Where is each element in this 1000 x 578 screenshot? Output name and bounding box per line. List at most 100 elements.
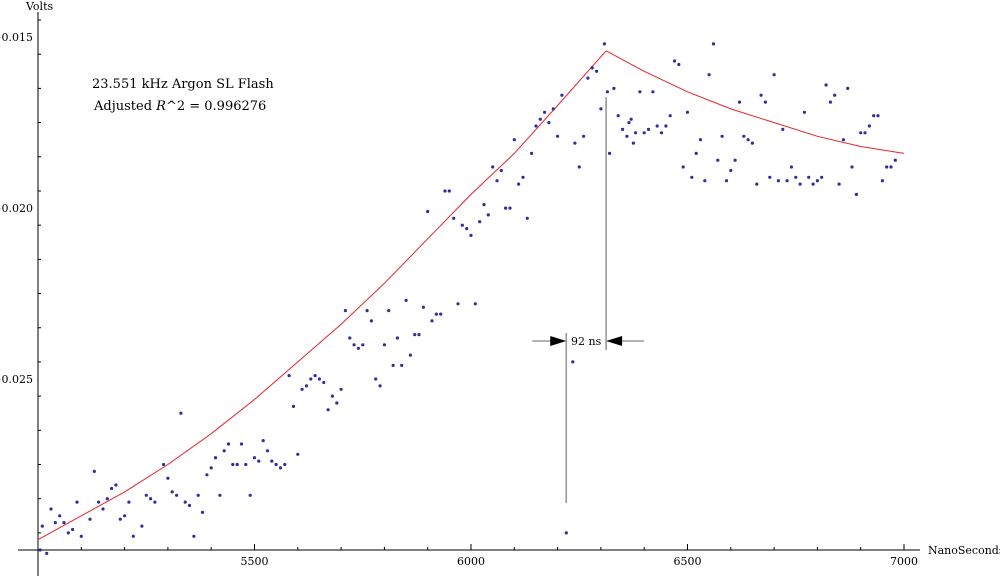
dimension-left-arrow — [550, 336, 567, 346]
data-point — [491, 165, 495, 169]
data-point — [274, 462, 278, 467]
data-point — [322, 380, 326, 385]
data-point — [685, 110, 690, 114]
data-point — [716, 158, 720, 162]
data-point — [859, 131, 863, 135]
data-point — [123, 514, 127, 518]
data-point — [226, 442, 231, 446]
data-point — [893, 158, 897, 162]
data-point — [118, 517, 122, 521]
data-point — [602, 42, 607, 46]
data-point — [166, 476, 170, 480]
data-point — [291, 404, 296, 408]
data-point — [131, 534, 135, 538]
data-point — [521, 175, 525, 179]
data-point — [421, 305, 425, 309]
data-point — [187, 503, 192, 508]
data-point — [729, 168, 733, 173]
data-point — [785, 179, 789, 183]
annotation-r2-value: ^2 = 0.996276 — [166, 99, 266, 114]
data-point — [110, 486, 114, 491]
data-point — [798, 182, 802, 186]
x-ticks: 5500 6000 6500 7000 — [37, 544, 918, 568]
data-point — [746, 138, 750, 142]
data-point — [841, 138, 846, 142]
data-point — [556, 134, 560, 138]
data-point — [239, 442, 244, 446]
data-point — [815, 179, 820, 183]
data-point — [400, 363, 404, 367]
data-point — [824, 83, 828, 87]
data-point — [175, 493, 179, 497]
y-tick-label: −0.015 — [0, 31, 33, 44]
data-point — [512, 138, 516, 142]
data-point — [807, 175, 811, 179]
fit-annotation: 23.551 kHz Argon SL Flash Adjusted R^2 =… — [92, 77, 274, 114]
data-point — [573, 141, 577, 145]
data-points — [38, 42, 897, 556]
data-point — [802, 110, 807, 114]
data-point — [889, 165, 893, 169]
data-point — [170, 490, 174, 494]
data-point — [538, 117, 542, 121]
data-point — [495, 179, 499, 183]
data-point — [707, 73, 711, 77]
data-point — [772, 73, 776, 77]
data-point — [608, 151, 612, 155]
data-point — [391, 363, 395, 367]
data-point — [248, 493, 252, 497]
data-point — [872, 114, 876, 118]
data-point — [304, 384, 309, 388]
data-point — [482, 203, 486, 207]
data-point — [71, 527, 75, 532]
data-point — [794, 175, 798, 179]
data-point — [638, 90, 642, 94]
data-point — [374, 377, 378, 381]
data-point — [876, 114, 880, 118]
data-point — [690, 175, 694, 179]
x-axis-title: NanoSeconds — [928, 544, 1000, 557]
data-point — [261, 439, 265, 443]
data-point — [434, 312, 438, 316]
data-point — [677, 62, 681, 67]
annotation-r-symbol: R — [155, 99, 166, 114]
data-point — [582, 134, 586, 138]
data-point — [317, 377, 321, 381]
data-point — [296, 452, 300, 456]
data-point — [755, 182, 759, 186]
data-point — [369, 319, 373, 323]
data-point — [655, 124, 659, 128]
data-point — [179, 411, 183, 415]
data-point — [664, 124, 668, 128]
data-point — [309, 377, 313, 381]
data-point — [694, 151, 698, 155]
annotation-line-2: Adjusted R^2 = 0.996276 — [93, 99, 266, 114]
data-point — [850, 165, 854, 169]
data-point — [460, 223, 464, 227]
data-point — [183, 500, 187, 504]
data-point — [854, 192, 859, 196]
data-point — [646, 127, 651, 131]
data-point — [348, 336, 352, 340]
y-tick-label: −0.025 — [0, 373, 33, 386]
data-point — [196, 493, 200, 497]
data-point — [352, 343, 356, 347]
data-point — [162, 462, 166, 467]
data-point — [586, 76, 590, 80]
data-point — [616, 114, 620, 118]
data-point — [53, 521, 57, 525]
axes — [18, 12, 920, 576]
data-point — [75, 500, 79, 504]
data-point — [625, 134, 629, 138]
data-point — [759, 93, 763, 97]
data-point — [417, 333, 421, 337]
data-point — [79, 534, 83, 538]
data-point — [530, 151, 534, 155]
data-point — [66, 531, 70, 535]
data-point — [590, 66, 594, 70]
data-point — [92, 469, 96, 473]
data-point — [97, 500, 101, 504]
data-point — [504, 206, 508, 210]
data-point — [742, 134, 746, 138]
data-point — [365, 309, 369, 313]
